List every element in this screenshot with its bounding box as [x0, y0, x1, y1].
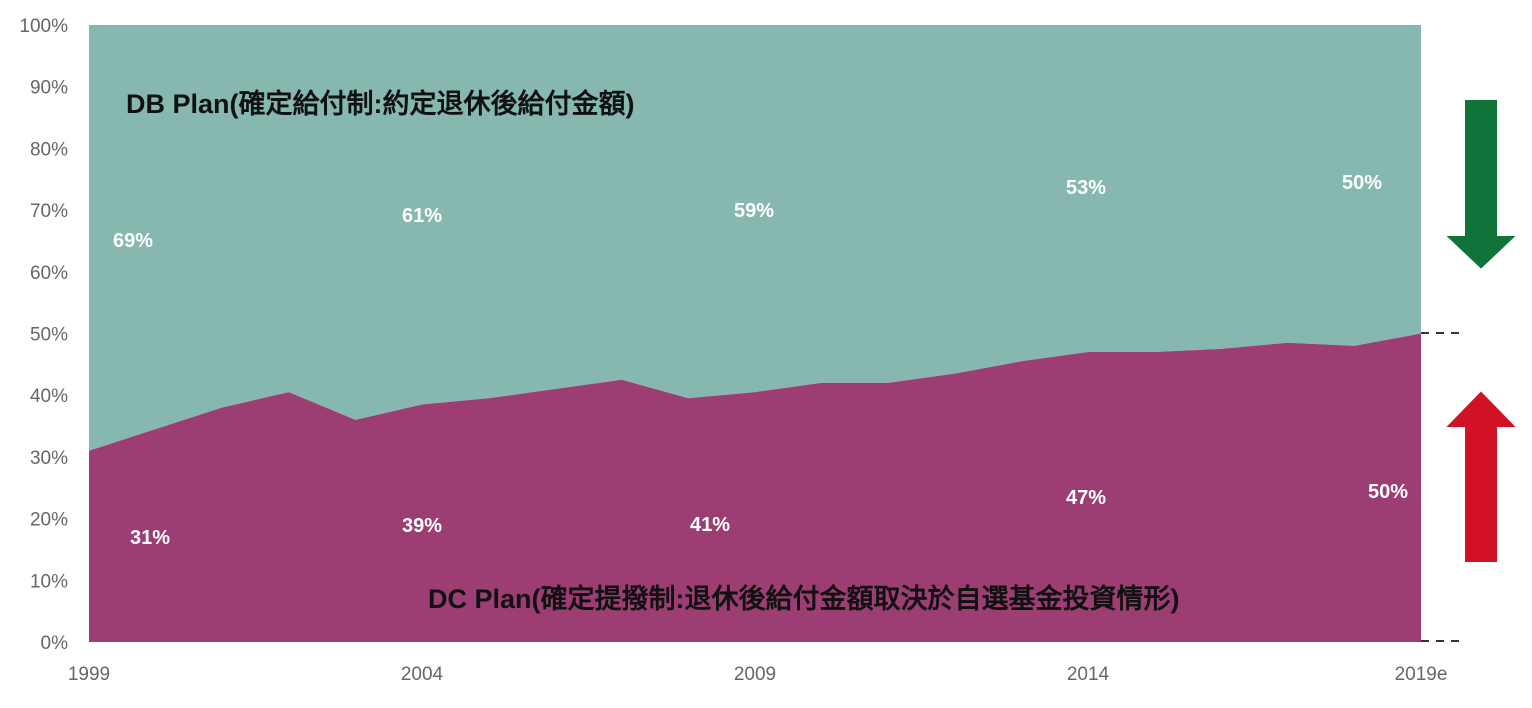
y-tick-label: 90% — [30, 78, 68, 99]
y-tick-label: 30% — [30, 448, 68, 469]
y-tick-label: 0% — [41, 633, 69, 654]
dc-value-label: 39% — [402, 515, 442, 537]
dc-plan-area — [89, 333, 1421, 642]
stacked-areas — [89, 25, 1421, 642]
y-tick-label: 100% — [19, 16, 68, 37]
y-tick-label: 20% — [30, 510, 68, 531]
db-value-label: 59% — [734, 200, 774, 222]
x-tick-label: 2004 — [401, 664, 444, 685]
db-value-label: 53% — [1066, 177, 1106, 199]
dc-value-label: 31% — [130, 527, 170, 549]
y-axis-ticks: 0% 10% 20% 30% 40% 50% 60% 70% 80% 90% 100% — [19, 16, 68, 654]
x-tick-label: 2009 — [734, 664, 776, 685]
db-plan-label: DB Plan(確定給付制:約定退休後給付金額) — [126, 88, 635, 119]
db-value-label: 69% — [113, 230, 153, 252]
x-tick-label: 2019e — [1395, 664, 1448, 685]
x-axis-ticks: 1999 2004 2009 2014 2019e — [68, 664, 1448, 685]
up-arrow-icon — [1441, 388, 1521, 564]
db-value-label: 61% — [402, 205, 442, 227]
dc-value-label: 50% — [1368, 481, 1408, 503]
db-plan-area — [89, 25, 1421, 451]
y-tick-label: 40% — [30, 386, 68, 407]
db-value-label: 50% — [1342, 172, 1382, 194]
down-arrow-icon — [1441, 98, 1521, 272]
y-tick-label: 50% — [30, 325, 68, 346]
y-tick-label: 70% — [30, 201, 68, 222]
dc-plan-label: DC Plan(確定提撥制:退休後給付金額取決於自選基金投資情形) — [428, 583, 1180, 614]
dc-value-label: 41% — [690, 514, 730, 536]
x-tick-label: 1999 — [68, 664, 110, 685]
trend-arrows — [1441, 98, 1521, 564]
y-tick-label: 60% — [30, 263, 68, 284]
data-labels: 69% 61% 59% 53% 50% 31% 39% 41% 47% 50% — [113, 172, 1408, 549]
x-tick-label: 2014 — [1067, 664, 1110, 685]
y-tick-label: 10% — [30, 571, 68, 592]
y-tick-label: 80% — [30, 139, 68, 160]
dc-value-label: 47% — [1066, 487, 1106, 509]
